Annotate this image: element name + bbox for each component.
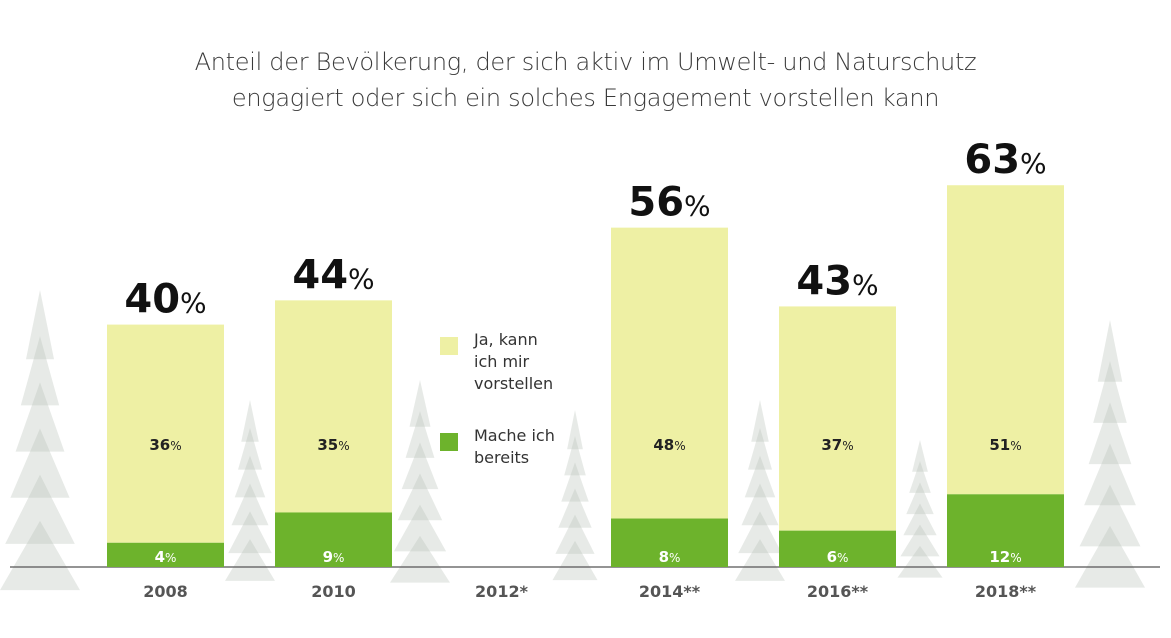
bar-segment-yes	[107, 324, 224, 543]
total-label: 56%	[628, 180, 710, 226]
tree-shape	[751, 400, 769, 442]
legend-label: Ja, kann	[474, 330, 538, 349]
legend-swatch-green	[440, 433, 458, 451]
tree-shape	[234, 455, 266, 498]
tree-shape	[903, 503, 937, 536]
tree-shape	[231, 483, 269, 526]
bar-segment-already	[611, 518, 728, 567]
tree-shape	[1075, 525, 1145, 588]
tree-shape	[409, 380, 431, 427]
tree-shape	[390, 535, 450, 583]
tree-shape	[20, 336, 60, 406]
tree-shape	[225, 539, 275, 581]
legend-label: bereits	[474, 448, 530, 467]
tree-shape	[748, 427, 772, 470]
legend-label: vorstellen	[474, 374, 554, 393]
x-tick-label: 2010	[311, 582, 356, 601]
tree-shape	[552, 540, 598, 581]
chart-title: Anteil der Bevölkerung, der sich aktiv i…	[0, 44, 1171, 116]
bar-segment-yes	[947, 185, 1064, 495]
x-tick-label: 2008	[143, 582, 188, 601]
tree-shape	[561, 462, 589, 502]
x-tick-label: 2012*	[475, 582, 529, 601]
tree-shape	[567, 410, 583, 450]
tree-shape	[900, 524, 940, 557]
bar-segment-already	[275, 512, 392, 567]
legend-label: Mache ich	[474, 426, 555, 445]
tree-shape	[906, 482, 934, 515]
bar-segment-yes	[275, 300, 392, 513]
title-line-2: engagiert oder sich ein solches Engageme…	[231, 84, 940, 112]
legend-label: ich mir	[474, 352, 530, 371]
tree-shape	[393, 504, 447, 552]
tree-shape	[401, 442, 439, 490]
x-tick-label: 2014**	[639, 582, 701, 601]
data-label-already: 12%	[989, 548, 1021, 566]
title-line-1: Anteil der Bevölkerung, der sich aktiv i…	[194, 48, 977, 76]
tree-shape	[1084, 443, 1136, 506]
tree-shape	[1093, 361, 1127, 423]
x-tick-label: 2018**	[975, 582, 1037, 601]
tree-shape	[558, 488, 592, 528]
bar-segment-already	[779, 530, 896, 567]
tree-shape	[241, 400, 259, 442]
tree-shape	[564, 436, 586, 476]
total-label: 43%	[796, 258, 878, 304]
data-label-yes: 36%	[149, 436, 181, 454]
tree-shape	[735, 539, 785, 581]
tree-shape	[1097, 320, 1123, 382]
data-label-yes: 48%	[653, 436, 685, 454]
data-label-yes: 35%	[317, 436, 349, 454]
tree-shape	[238, 427, 262, 470]
tree-shape	[5, 474, 75, 544]
data-label-yes: 51%	[989, 436, 1021, 454]
total-label: 44%	[292, 252, 374, 298]
data-label-already: 9%	[323, 548, 345, 566]
tree-shape	[0, 520, 80, 591]
bar-segment-already	[107, 542, 224, 567]
tree-shape	[26, 290, 54, 360]
bar-segment-already	[947, 494, 1064, 567]
total-label: 40%	[124, 277, 206, 323]
tree-shape	[909, 461, 931, 493]
x-tick-label: 2016**	[807, 582, 869, 601]
tree-shape	[744, 455, 776, 498]
forest-background	[0, 290, 1145, 591]
tree-shape	[15, 382, 65, 452]
tree-shape	[10, 428, 70, 498]
data-label-already: 6%	[827, 548, 849, 566]
tree-shape	[912, 440, 928, 472]
data-label-yes: 37%	[821, 436, 853, 454]
data-label-already: 4%	[155, 548, 177, 566]
data-label-already: 8%	[659, 548, 681, 566]
tree-shape	[738, 511, 782, 554]
tree-shape	[1079, 484, 1141, 547]
tree-shape	[741, 483, 779, 526]
tree-shape	[405, 411, 435, 458]
legend-swatch-yellow	[440, 337, 458, 355]
bar-segment-yes	[611, 227, 728, 519]
tree-shape	[1088, 402, 1132, 465]
tree-shape	[897, 545, 943, 578]
tree-shape	[228, 511, 272, 554]
bar-segment-yes	[779, 306, 896, 531]
total-label: 63%	[964, 137, 1046, 183]
tree-shape	[397, 473, 443, 521]
tree-shape	[555, 514, 595, 554]
